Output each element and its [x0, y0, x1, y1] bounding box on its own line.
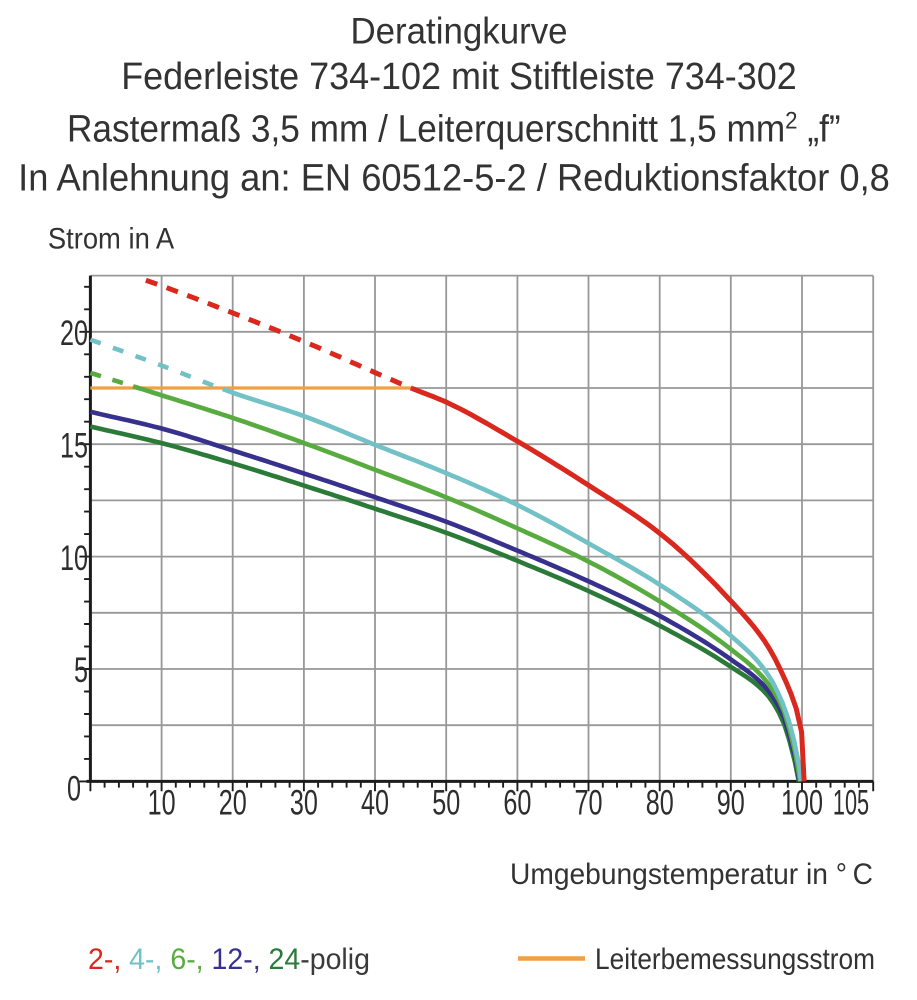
- svg-text:50: 50: [432, 784, 460, 823]
- svg-text:Rastermaß 3,5 mm / Leiterquers: Rastermaß 3,5 mm / Leiterquerschnitt 1,5…: [67, 107, 841, 150]
- svg-text:20: 20: [60, 314, 88, 353]
- svg-text:Leiterbemessungsstrom: Leiterbemessungsstrom: [595, 941, 875, 975]
- svg-text:Umgebungstemperatur in ° C: Umgebungstemperatur in ° C: [510, 858, 873, 891]
- svg-text:Federleiste 734-102 mit Stiftl: Federleiste 734-102 mit Stiftleiste 734-…: [121, 55, 797, 97]
- svg-text:10: 10: [60, 539, 88, 578]
- svg-text:100: 100: [781, 784, 823, 823]
- svg-text:In Anlehnung an: EN 60512-5-2: In Anlehnung an: EN 60512-5-2 / Reduktio…: [18, 156, 890, 199]
- svg-text:20: 20: [219, 784, 247, 823]
- svg-text:80: 80: [646, 784, 674, 823]
- svg-text:40: 40: [361, 784, 389, 823]
- svg-text:5: 5: [74, 651, 88, 690]
- svg-text:Deratingkurve: Deratingkurve: [350, 10, 567, 52]
- svg-text:10: 10: [148, 784, 176, 823]
- svg-text:30: 30: [290, 784, 318, 823]
- svg-text:60: 60: [503, 784, 531, 823]
- svg-text:Strom in A: Strom in A: [48, 222, 175, 255]
- svg-text:105: 105: [833, 784, 869, 822]
- svg-text:90: 90: [717, 784, 745, 823]
- svg-text:15: 15: [60, 426, 88, 465]
- svg-text:0: 0: [67, 770, 81, 809]
- svg-text:2-, 4-, 6-, 12-, 24-polig: 2-, 4-, 6-, 12-, 24-polig: [88, 943, 370, 976]
- svg-text:70: 70: [574, 784, 602, 823]
